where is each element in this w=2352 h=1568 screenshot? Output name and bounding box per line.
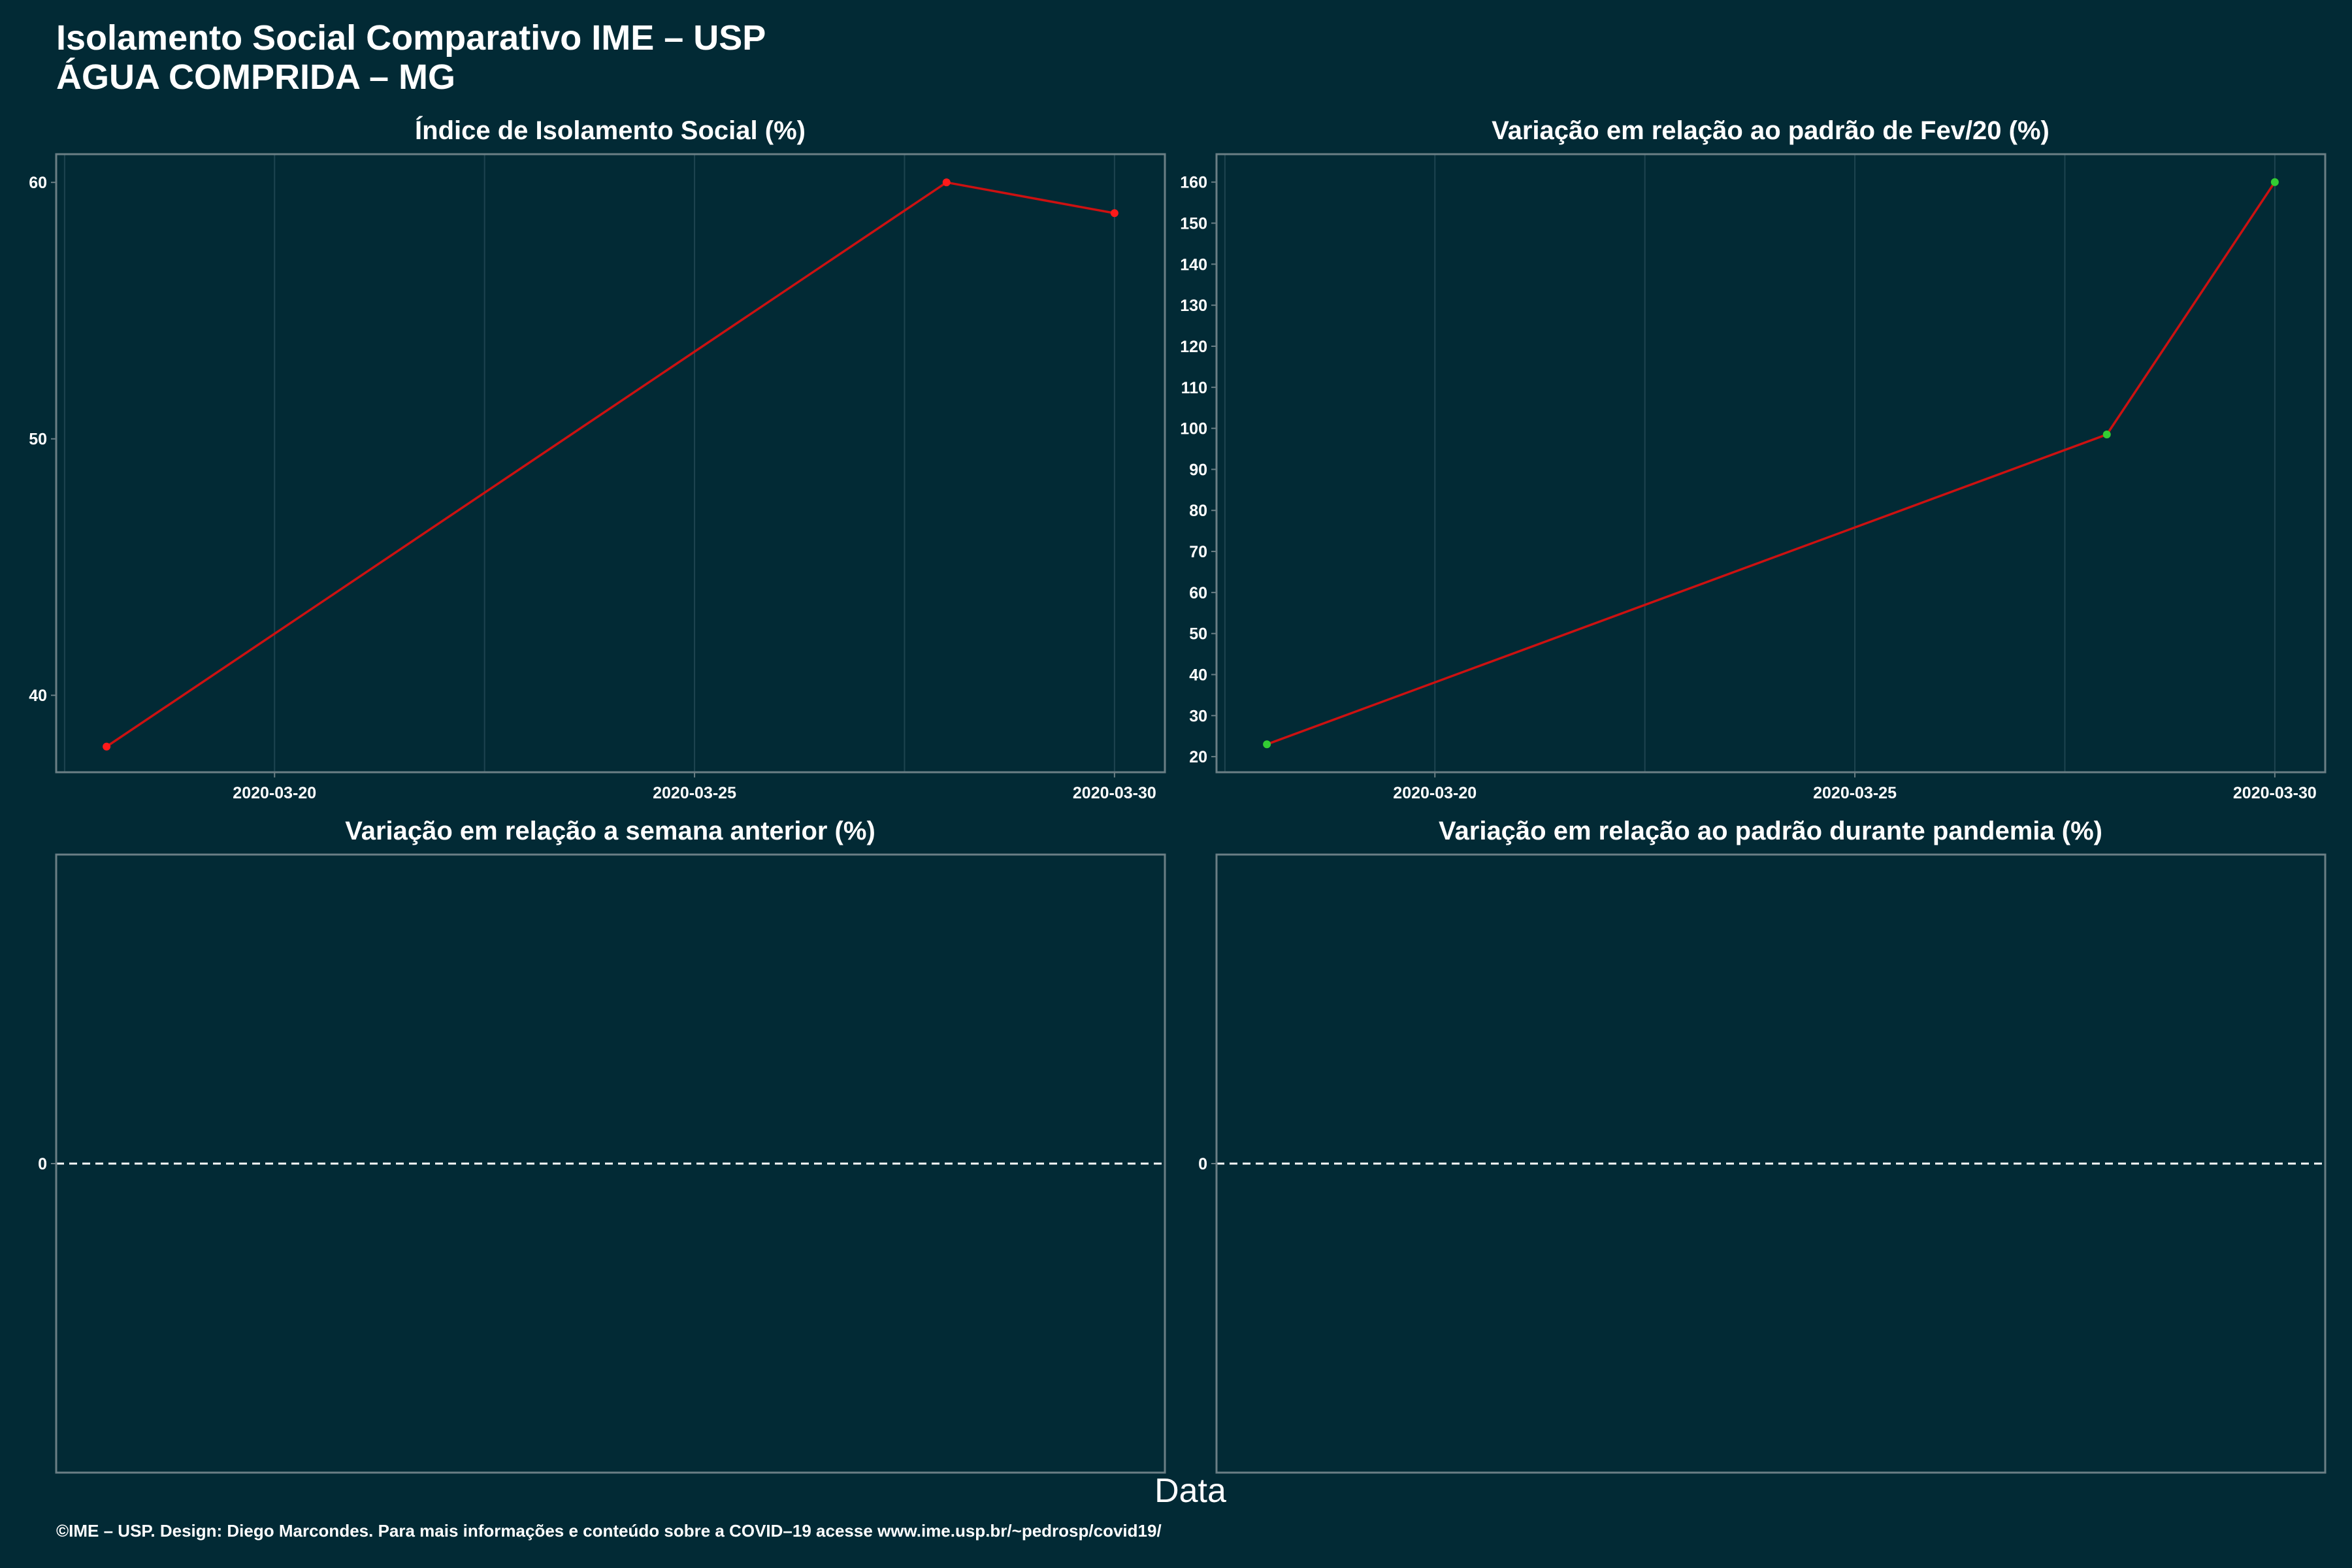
y-tick-label: 0 bbox=[38, 1155, 47, 1173]
y-tick-label: 110 bbox=[1181, 379, 1207, 397]
y-tick-label: 60 bbox=[1189, 584, 1207, 602]
x-tick-label: 2020-03-25 bbox=[1813, 784, 1897, 802]
chart-subtitle: ÁGUA COMPRIDA – MG bbox=[56, 57, 456, 97]
data-point bbox=[1263, 740, 1271, 749]
y-tick-label: 50 bbox=[1189, 625, 1207, 644]
y-tick-label: 120 bbox=[1180, 338, 1207, 356]
panel-1-title: Índice de Isolamento Social (%) bbox=[415, 116, 806, 145]
y-tick-label: 50 bbox=[29, 431, 47, 449]
panel-frame bbox=[55, 153, 1166, 774]
data-point bbox=[2102, 431, 2111, 439]
panel-2-title: Variação em relação ao padrão de Fev/20 … bbox=[1492, 116, 2050, 145]
y-tick-label: 30 bbox=[1189, 707, 1207, 725]
y-tick-label: 60 bbox=[29, 174, 47, 192]
series-line bbox=[1266, 181, 2276, 745]
data-point bbox=[1110, 209, 1119, 218]
data-point bbox=[2270, 178, 2279, 186]
x-tick-label: 2020-03-20 bbox=[233, 784, 316, 802]
y-tick-label: 40 bbox=[1189, 666, 1207, 684]
panel-3-title: Variação em relação a semana anterior (%… bbox=[345, 817, 875, 845]
panel-4-title: Variação em relação ao padrão durante pa… bbox=[1439, 817, 2102, 845]
y-tick-label: 70 bbox=[1189, 543, 1207, 561]
chart-title: Isolamento Social Comparativo IME – USP bbox=[56, 18, 766, 57]
y-tick-label: 130 bbox=[1180, 297, 1207, 315]
x-tick-label: 2020-03-30 bbox=[2233, 784, 2317, 802]
y-tick-label: 40 bbox=[29, 687, 47, 705]
y-tick-label: 100 bbox=[1180, 420, 1207, 438]
data-point bbox=[103, 742, 111, 751]
y-tick-label: 160 bbox=[1180, 174, 1207, 192]
y-tick-label: 0 bbox=[1198, 1155, 1207, 1173]
panel-frame bbox=[1215, 853, 2327, 1474]
panel-frame bbox=[55, 853, 1166, 1474]
y-tick-label: 90 bbox=[1189, 461, 1207, 479]
panel-frame bbox=[1215, 153, 2327, 774]
x-tick-label: 2020-03-20 bbox=[1393, 784, 1477, 802]
y-tick-label: 150 bbox=[1180, 215, 1207, 233]
x-tick-label: 2020-03-25 bbox=[653, 784, 736, 802]
data-point bbox=[942, 178, 951, 187]
x-tick-label: 2020-03-30 bbox=[1073, 784, 1156, 802]
y-tick-label: 80 bbox=[1189, 502, 1207, 520]
footer-credit: ©IME – USP. Design: Diego Marcondes. Par… bbox=[56, 1521, 1162, 1541]
y-tick-label: 140 bbox=[1180, 255, 1207, 274]
x-axis-label: Data bbox=[1154, 1472, 1226, 1510]
y-tick-label: 20 bbox=[1189, 748, 1207, 766]
series-line bbox=[106, 181, 1115, 748]
